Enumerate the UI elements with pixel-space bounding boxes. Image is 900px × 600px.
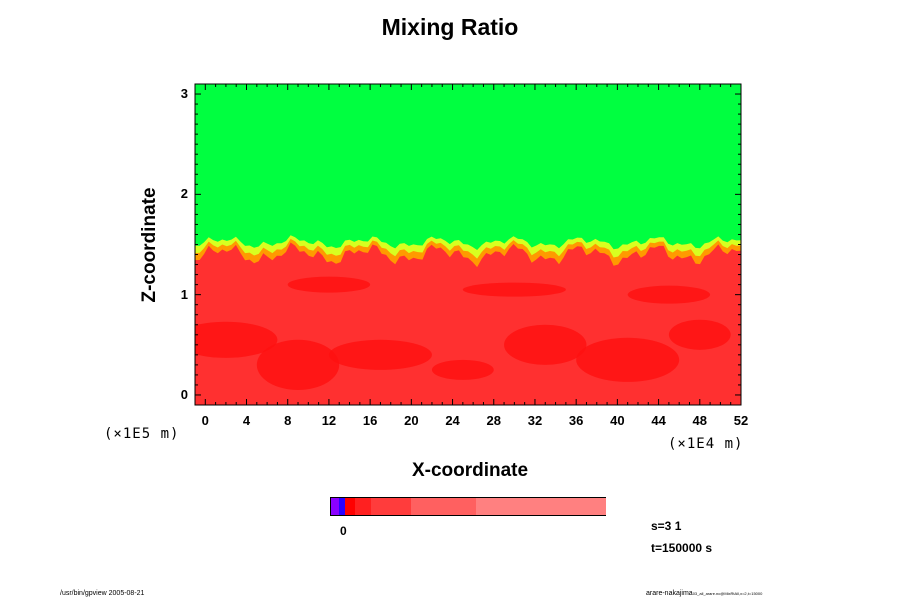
colorbar-label: 0: [340, 524, 347, 538]
x-tick-label-8: 8: [284, 413, 292, 428]
x-tick-label-40: 40: [610, 413, 625, 428]
y-axis-label: Z-coordinate: [139, 187, 160, 303]
y-tick-label-2: 2: [180, 186, 188, 202]
colorbar: [330, 497, 606, 516]
x-tick-label-4: 4: [242, 413, 251, 428]
eddy-8: [462, 282, 566, 297]
y-tick-label-1: 1: [180, 286, 188, 302]
footer-right-sub: 03_all_arare.nc@MixRtAll,x=2,t=15000: [692, 591, 763, 596]
x-tick-label-20: 20: [404, 413, 419, 428]
eddy-0: [195, 321, 278, 358]
y-tick-label-0: 0: [180, 386, 188, 402]
footer-right-main: arare-nakajima: [646, 590, 693, 597]
x-unit-label: (×1E4 m): [668, 436, 744, 452]
colorbar-segment-6: [476, 498, 606, 515]
eddy-6: [668, 319, 731, 350]
eddy-5: [576, 337, 680, 382]
colorbar-segment-2: [345, 498, 355, 515]
footer-right: arare-nakajima03_all_arare.nc@MixRtAll,x…: [646, 590, 762, 597]
colorbar-segment-0: [331, 498, 339, 515]
eddy-1: [256, 339, 340, 390]
x-tick-label-24: 24: [445, 413, 460, 428]
x-tick-label-48: 48: [692, 413, 708, 428]
y-tick-label-3: 3: [180, 86, 188, 102]
colorbar-segment-5: [411, 498, 476, 515]
x-tick-label-16: 16: [362, 413, 378, 428]
x-tick-label-52: 52: [733, 413, 749, 428]
y-unit-label: (×1E5 m): [104, 426, 180, 442]
x-axis-label: X-coordinate: [411, 460, 529, 481]
footer-left: /usr/bin/gpview 2005-08-21: [60, 590, 145, 597]
eddy-3: [431, 359, 494, 380]
x-tick-label-44: 44: [651, 413, 666, 428]
eddy-7: [287, 276, 371, 293]
x-tick-label-36: 36: [568, 413, 584, 428]
x-tick-label-0: 0: [201, 413, 209, 428]
colorbar-segment-4: [371, 498, 411, 515]
colorbar-segment-1: [339, 498, 345, 515]
info-t-label: t=150000 s: [651, 541, 713, 555]
eddy-9: [627, 285, 711, 304]
x-tick-label-28: 28: [486, 413, 501, 428]
x-tick-label-12: 12: [321, 413, 337, 428]
chart-title: Mixing Ratio: [381, 14, 519, 40]
x-tick-label-32: 32: [527, 413, 543, 428]
eddy-2: [328, 339, 432, 370]
eddy-4: [504, 324, 587, 365]
colorbar-segment-3: [355, 498, 371, 515]
info-s-label: s=3 1: [651, 519, 682, 533]
